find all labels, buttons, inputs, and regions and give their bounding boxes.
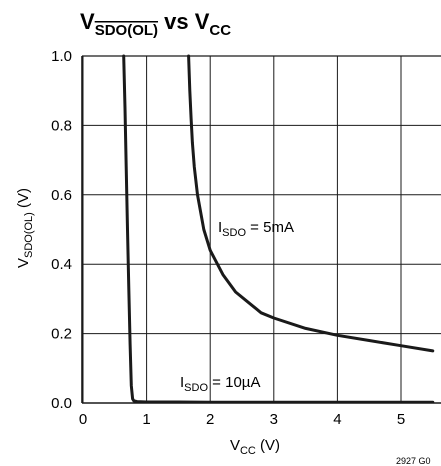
figure-code: 2927 G0 [396, 456, 431, 466]
series-label-10ua: ISDO = 10µA [180, 374, 260, 394]
series-line-5ma [187, 54, 435, 353]
x-tick-label: 2 [206, 411, 214, 428]
tick-labels: 0 1 2 3 4 5 0.0 0.2 0.4 0.6 0.8 1.0 [51, 48, 405, 428]
x-tick-label: 5 [397, 411, 405, 428]
series-label-5ma: ISDO = 5mA [218, 219, 294, 239]
y-tick-label: 0.4 [51, 256, 72, 273]
chart-title: VSDO(OL) vs VCC [80, 9, 231, 39]
x-tick-label: 0 [79, 411, 87, 428]
series-lines [122, 54, 435, 403]
y-tick-label: 1.0 [51, 48, 72, 65]
x-tick-label: 3 [270, 411, 278, 428]
title-subscript: SDO(OL) [95, 22, 158, 39]
y-axis-label: VSDO(OL) (V) [15, 188, 35, 268]
y-tick-label: 0.6 [51, 187, 72, 204]
x-tick-label: 4 [333, 411, 341, 428]
y-tick-label: 0.0 [51, 395, 72, 412]
x-tick-label: 1 [142, 411, 150, 428]
y-tick-label: 0.8 [51, 117, 72, 134]
series-line-10ua [122, 54, 435, 403]
x-axis-label: VCC (V) [230, 437, 280, 457]
y-tick-label: 0.2 [51, 326, 72, 343]
